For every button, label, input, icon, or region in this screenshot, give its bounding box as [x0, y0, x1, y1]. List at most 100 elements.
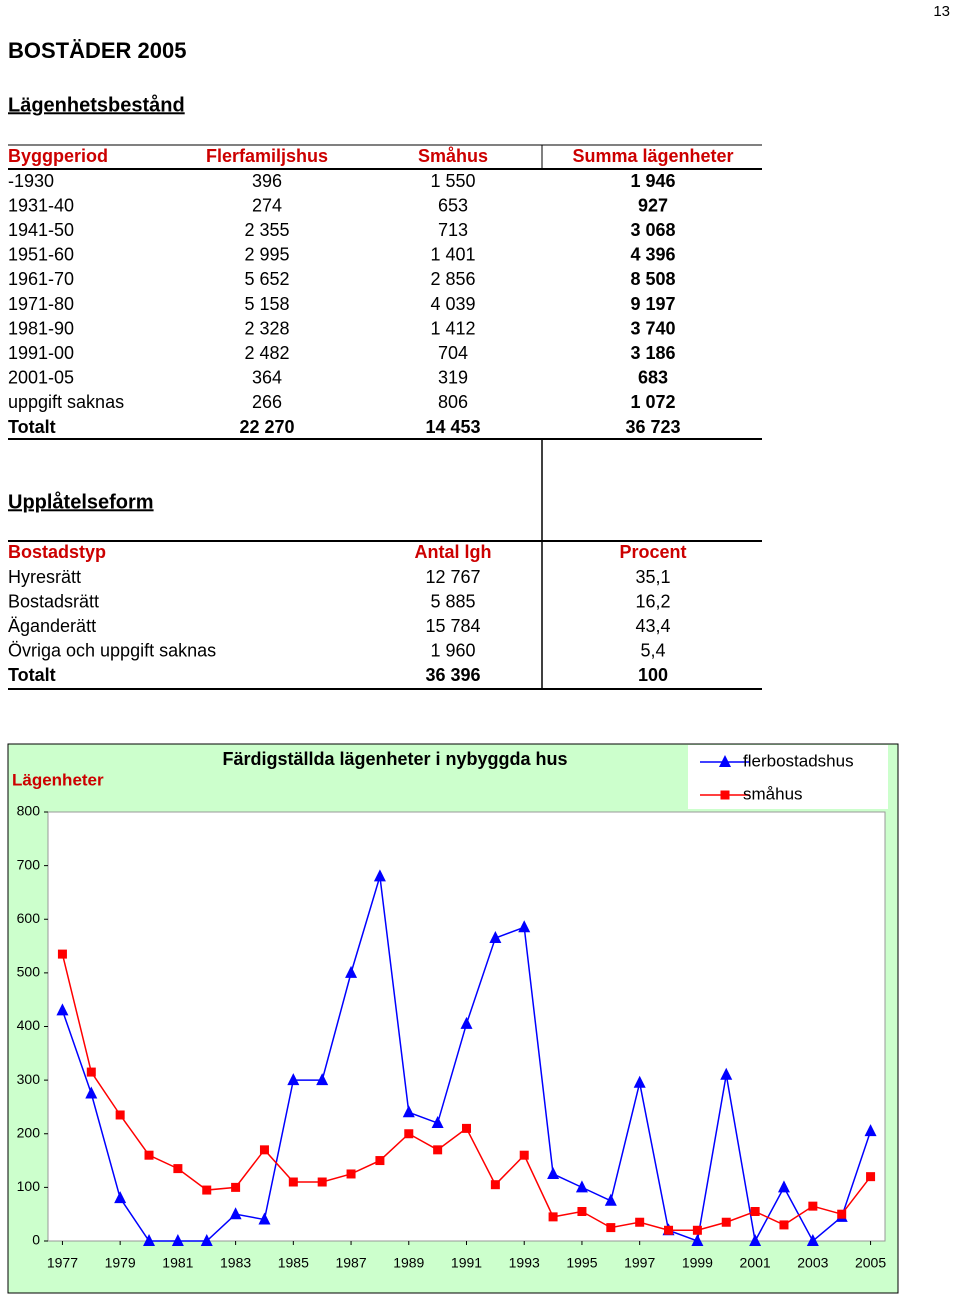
data-point — [173, 1164, 183, 1174]
data-point — [575, 1180, 588, 1193]
y-tick-label: 500 — [17, 964, 41, 980]
table-cell: 8 508 — [630, 269, 675, 289]
data-point — [490, 1180, 500, 1190]
table-cell: 15 784 — [425, 616, 480, 636]
column-header: Procent — [619, 542, 686, 562]
section-heading: Lägenhetsbestånd — [8, 93, 185, 116]
y-tick-label: 600 — [17, 910, 41, 926]
data-point — [56, 1003, 69, 1016]
data-point — [114, 1191, 127, 1204]
table-cell: Hyresrätt — [8, 567, 81, 587]
table-cell: 1 401 — [430, 245, 475, 265]
data-point — [633, 1075, 646, 1088]
y-tick-label: 100 — [17, 1178, 41, 1194]
table-cell: 1971-80 — [8, 294, 74, 314]
table-cell: Äganderätt — [8, 616, 96, 636]
table-cell: 4 039 — [430, 294, 475, 314]
data-point — [57, 949, 67, 959]
table-cell: 266 — [252, 392, 282, 412]
table-cell: 3 186 — [630, 343, 675, 363]
data-point — [604, 1193, 617, 1206]
data-point — [316, 1073, 329, 1086]
y-axis-label: Lägenheter — [12, 770, 104, 789]
table-cell: 2 355 — [244, 220, 289, 240]
data-point — [431, 1116, 444, 1129]
table-cell: 1991-00 — [8, 343, 74, 363]
x-tick-label: 2001 — [740, 1255, 771, 1271]
column-header: Antal lgh — [415, 542, 492, 562]
data-point — [202, 1185, 212, 1195]
data-point — [373, 869, 386, 882]
data-point — [864, 1124, 877, 1137]
x-tick-label: 1985 — [278, 1255, 309, 1271]
table-cell: 1951-60 — [8, 245, 74, 265]
data-point — [664, 1225, 674, 1235]
data-point — [750, 1207, 760, 1217]
legend-marker — [719, 755, 731, 767]
table-cell: 5 885 — [430, 591, 475, 611]
data-point — [402, 1105, 415, 1118]
data-point — [692, 1225, 702, 1235]
data-point — [229, 1207, 242, 1220]
table-cell: 9 197 — [630, 294, 675, 314]
table-cell: 1 550 — [430, 171, 475, 191]
x-tick-label: 1991 — [451, 1255, 482, 1271]
table-cell: 3 740 — [630, 318, 675, 338]
page-number: 13 — [933, 3, 950, 20]
table-cell: 1961-70 — [8, 269, 74, 289]
data-point — [115, 1110, 125, 1120]
data-point — [808, 1201, 818, 1211]
table-cell: 5 158 — [244, 294, 289, 314]
y-tick-label: 800 — [17, 803, 41, 819]
table-cell: 1941-50 — [8, 220, 74, 240]
table-cell: 1931-40 — [8, 195, 74, 215]
table-cell: 12 767 — [425, 567, 480, 587]
x-tick-label: 1979 — [105, 1255, 136, 1271]
data-point — [720, 1067, 733, 1080]
data-point — [548, 1212, 558, 1222]
legend-marker — [720, 790, 730, 800]
table-cell: 5,4 — [640, 641, 665, 661]
table-cell: 3 068 — [630, 220, 675, 240]
data-point — [200, 1234, 213, 1246]
x-tick-label: 1987 — [335, 1255, 366, 1271]
data-point — [837, 1209, 847, 1219]
data-point — [691, 1234, 704, 1246]
x-tick-label: 2003 — [797, 1255, 828, 1271]
table-cell: 35,1 — [635, 567, 670, 587]
x-tick-label: 1981 — [162, 1255, 193, 1271]
data-point — [721, 1217, 731, 1227]
data-point — [433, 1145, 443, 1155]
column-header: Summa lägenheter — [572, 146, 733, 166]
x-tick-label: 1989 — [393, 1255, 424, 1271]
data-point — [779, 1220, 789, 1230]
table-cell: Totalt — [8, 665, 56, 685]
data-point — [404, 1129, 414, 1139]
table-cell: 36 723 — [625, 417, 680, 437]
table-cell: 927 — [638, 195, 668, 215]
x-tick-label: 2005 — [855, 1255, 886, 1271]
data-point — [462, 1123, 471, 1133]
data-point — [635, 1217, 645, 1227]
data-point — [777, 1180, 790, 1193]
data-point — [806, 1234, 819, 1246]
data-point — [144, 1150, 154, 1160]
column-header: Flerfamiljshus — [206, 146, 328, 166]
data-point — [749, 1234, 762, 1246]
table-cell: 100 — [638, 665, 668, 685]
table-cell: 364 — [252, 368, 282, 388]
legend-label: småhus — [743, 784, 803, 803]
table-cell: 1 960 — [430, 641, 475, 661]
data-point — [460, 1016, 473, 1029]
table-cell: 14 453 — [425, 417, 480, 437]
table-cell: Övriga och uppgift saknas — [8, 641, 216, 661]
table-cell: 2 482 — [244, 343, 289, 363]
data-point — [317, 1177, 327, 1187]
y-tick-label: 0 — [32, 1232, 40, 1248]
section-heading: Upplåtelseform — [8, 490, 154, 513]
data-point — [606, 1223, 616, 1233]
table-cell: 36 396 — [425, 665, 480, 685]
data-point — [288, 1177, 298, 1187]
page-title: BOSTÄDER 2005 — [8, 38, 187, 63]
data-point — [519, 1150, 529, 1160]
